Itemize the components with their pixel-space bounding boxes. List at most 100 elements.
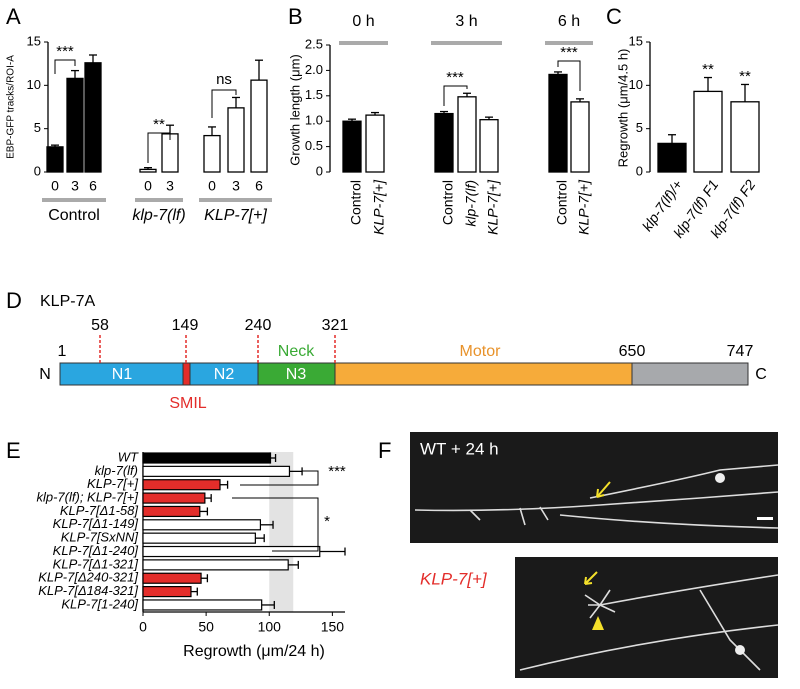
y-tick-label: KLP-7[Δ1-58] (60, 503, 138, 518)
x-tick-label: KLP-7[+] (485, 179, 501, 235)
domain-label: SMIL (169, 395, 206, 412)
y-tick-label: 10 (27, 77, 41, 92)
position: 149 (172, 317, 199, 334)
micrograph-label: WT + 24 h (420, 439, 499, 458)
domain-label: Motor (460, 343, 502, 360)
position: 1 (58, 343, 67, 360)
bar (46, 146, 64, 173)
x-tick-label: Control (554, 180, 570, 225)
scale-bar (757, 517, 773, 520)
position: 240 (245, 317, 272, 334)
x-tick-label: 100 (258, 619, 282, 635)
x-axis-label: Regrowth (μm/24 h) (183, 643, 325, 660)
x-tick-label: klp-7(lf) (463, 180, 479, 227)
y-tick-label: 2.5 (305, 36, 323, 51)
y-tick-label: KLP-7[Δ1-240] (53, 543, 139, 558)
y-tick-label: 0 (636, 163, 643, 178)
y-tick-label: KLP-7[1-240] (61, 596, 138, 611)
micrographs: WT + 24 h KLP-7[+] (410, 432, 779, 678)
significance-label: ** (153, 116, 165, 133)
y-tick-label: klp-7(lf) (95, 463, 138, 478)
bar (66, 77, 84, 173)
y-tick-label: 10 (629, 77, 643, 92)
y-tick-label: 0.5 (305, 138, 323, 153)
panel-label: A (6, 4, 21, 29)
shaded-range (269, 452, 294, 612)
bar (570, 101, 590, 173)
bar (142, 545, 321, 558)
significance-label: ** (702, 61, 714, 78)
y-tick-label: 15 (629, 33, 643, 48)
bar (693, 90, 723, 173)
group-label: 6 h (558, 13, 580, 30)
significance-bracket (54, 59, 76, 74)
y-tick-label: 0 (316, 163, 323, 178)
y-axis-label: Growth length (μm) (287, 54, 302, 166)
terminus: N (39, 366, 51, 383)
x-tick-label: 0 (208, 178, 216, 194)
panel-labels: A B C D E F (6, 4, 622, 463)
panel-label: F (378, 438, 391, 463)
bar (657, 142, 687, 173)
bar (730, 101, 760, 173)
bar (142, 479, 221, 491)
y-tick-label: 1.0 (305, 113, 323, 128)
group-label: KLP-7[+] (204, 207, 267, 224)
position: 58 (91, 317, 109, 334)
cell-body (715, 473, 725, 483)
domain-label: Neck (278, 343, 315, 360)
y-tick-label: klp-7(lf); KLP-7[+] (36, 490, 138, 505)
panel-label: D (6, 288, 22, 313)
domain (182, 362, 191, 386)
panel-label: B (288, 4, 303, 29)
bar (479, 119, 499, 173)
neuron-trace (519, 574, 779, 671)
arrowhead (592, 616, 604, 630)
y-axis-label: Regrowth (μm/4.5 h) (615, 49, 630, 168)
bar (548, 73, 568, 173)
bar (250, 79, 268, 173)
x-tick-label: 6 (255, 178, 263, 194)
y-tick-label: 5 (34, 120, 41, 135)
significance-bracket (240, 470, 319, 486)
significance-label: * (324, 513, 330, 530)
x-tick-label: 3 (71, 178, 79, 194)
significance-label: *** (56, 43, 74, 60)
neuron-trace (414, 464, 779, 529)
micrograph (515, 557, 778, 678)
y-tick-label: KLP-7[SxNN] (61, 530, 139, 545)
x-tick-label: 0 (144, 178, 152, 194)
panel-label: C (606, 4, 622, 29)
bar (342, 120, 362, 173)
y-tick-label: KLP-7[Δ240-321] (38, 570, 138, 585)
y-tick-label: 15 (27, 33, 41, 48)
y-tick-label: 0 (34, 163, 41, 178)
panel-label: E (6, 438, 21, 463)
position: 321 (322, 317, 349, 334)
domain-label: N1 (112, 366, 133, 383)
significance-label: ** (739, 68, 751, 85)
x-tick-label: 50 (198, 619, 214, 635)
bar (142, 559, 289, 571)
domain-label: N3 (286, 366, 307, 383)
position: 650 (619, 343, 646, 360)
bar (434, 112, 454, 173)
bar (142, 599, 263, 611)
position: 747 (727, 343, 754, 360)
x-tick-label: 150 (321, 619, 345, 635)
bar (142, 452, 272, 464)
bar (142, 519, 262, 531)
significance-bracket (557, 60, 581, 91)
group-label: 3 h (455, 13, 477, 30)
bar (84, 62, 102, 173)
positions: 1 58 149 240 321 650 747 (58, 317, 754, 360)
diagram-title: KLP-7A (40, 293, 95, 310)
y-tick-label: 2.0 (305, 62, 323, 77)
bar (142, 585, 192, 598)
bar (142, 505, 201, 518)
group-label: Control (48, 207, 100, 224)
x-tick-label: Control (348, 180, 364, 225)
domain (631, 362, 749, 386)
bar (142, 492, 206, 504)
